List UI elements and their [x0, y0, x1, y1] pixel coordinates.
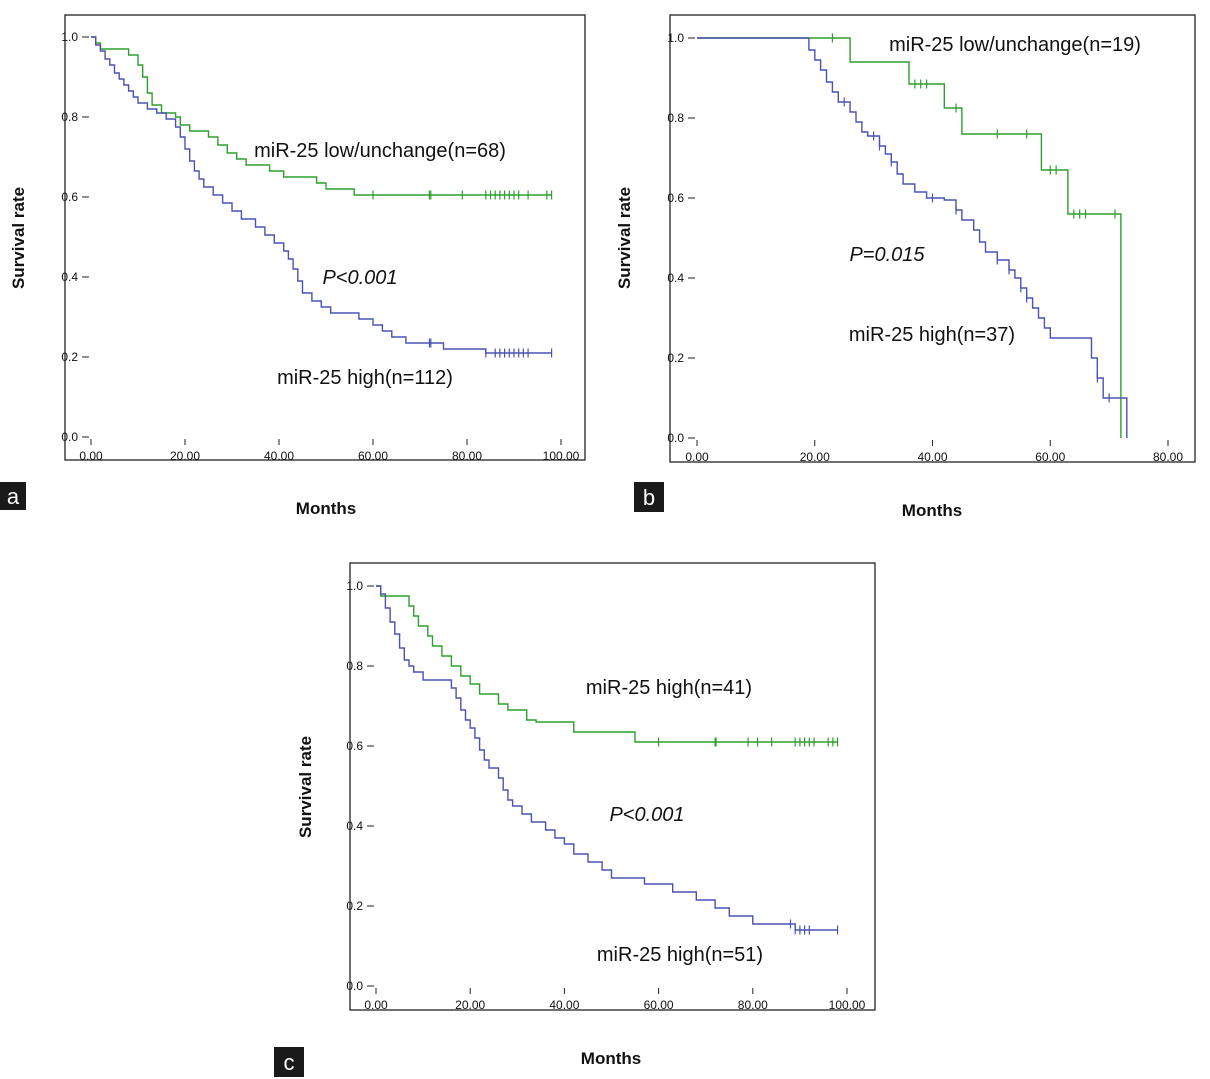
panel-a-y-tick-label: 0.6	[61, 190, 78, 204]
panel-a-x-tick-label: 80.00	[452, 449, 482, 463]
panel-c-x-axis-label: Months	[581, 1049, 641, 1068]
panel-c-annotation-upper: miR-25 high(n=41)	[586, 677, 752, 699]
panel-b-annotation-low: miR-25 low/unchange(n=19)	[889, 34, 1141, 56]
panel-a-x-tick-label: 100.00	[543, 449, 580, 463]
panel-b-series-green-curve	[697, 37, 1122, 438]
panel-a-annotation-low: miR-25 low/unchange(n=68)	[254, 140, 506, 162]
panel-b-ticks: 0.00 20.00 40.00 60.00 80.00 0.0 0.2 0.4 0.6 0.8 1…	[667, 31, 1183, 464]
panel-b-curves	[697, 33, 1128, 438]
panel-c-series-green-curve	[376, 585, 838, 743]
panel-c-y-tick-label: 0.0	[346, 979, 363, 993]
panel-b-x-tick-label: 60.00	[1035, 450, 1065, 464]
panel-b-series-blue-curve	[697, 37, 1128, 438]
panel-a-x-axis-label: Months	[296, 499, 356, 518]
panel-b-x-tick-label: 20.00	[800, 450, 830, 464]
panel-c: 0.00 20.00 40.00 60.00 80.00 100.00 0.0 0.2 0.4 0…	[274, 562, 876, 1077]
panel-b-x-tick-label: 80.00	[1153, 450, 1183, 464]
panel-a-curves	[91, 36, 553, 358]
panel-c-y-tick-label: 0.4	[346, 819, 363, 833]
panel-a-x-tick-label: 0.00	[79, 449, 103, 463]
panel-a-ticks: 0.00 20.00 40.00 60.00 80.00 100.00 0.0 0.2 0.4 0…	[61, 30, 579, 463]
panel-c-x-tick-label: 0.00	[364, 998, 388, 1012]
panel-a-plot-frame	[64, 14, 586, 461]
panel-b-y-tick-label: 0.6	[667, 191, 684, 205]
panel-a-y-tick-label: 0.4	[61, 270, 78, 284]
panel-c-label: c	[284, 1050, 295, 1075]
panel-b-x-axis-label: Months	[902, 501, 962, 520]
panel-c-x-tick-label: 20.00	[455, 998, 485, 1012]
panel-c-y-tick-label: 0.2	[346, 899, 363, 913]
panel-b-y-axis-label: Survival rate	[615, 187, 634, 289]
panel-c-curves	[376, 585, 839, 935]
panel-b-plot-frame	[669, 14, 1196, 463]
panel-c-annotation-lower: miR-25 high(n=51)	[597, 944, 763, 966]
panel-b-annotation-pvalue: P=0.015	[849, 244, 925, 266]
panel-c-annotation-pvalue: P<0.001	[609, 804, 684, 826]
panel-b-y-tick-label: 0.0	[667, 431, 684, 445]
panel-c-x-tick-label: 80.00	[738, 998, 768, 1012]
panel-a-y-tick-label: 0.2	[61, 350, 78, 364]
panel-c-plot-frame	[349, 562, 876, 1011]
panel-c-x-tick-label: 100.00	[829, 998, 866, 1012]
panel-c-y-axis-label: Survival rate	[296, 736, 315, 838]
panel-a-label-box	[0, 482, 26, 510]
panel-b: 0.00 20.00 40.00 60.00 80.00 0.0 0.2 0.4 0.6 0.8 1…	[615, 14, 1196, 520]
panel-a-label: a	[7, 484, 20, 509]
panel-b-x-tick-label: 0.00	[685, 450, 709, 464]
panel-a-x-tick-label: 20.00	[170, 449, 200, 463]
panel-b-y-tick-label: 1.0	[667, 31, 684, 45]
panel-b-label-box	[634, 482, 664, 512]
panel-b-label: b	[643, 485, 655, 510]
panel-a-x-tick-label: 60.00	[358, 449, 388, 463]
panel-b-y-tick-label: 0.8	[667, 111, 684, 125]
panel-c-y-tick-label: 1.0	[346, 579, 363, 593]
panel-c-label-box	[274, 1047, 304, 1077]
panel-a-y-axis-label: Survival rate	[9, 187, 28, 289]
panel-c-x-tick-label: 40.00	[549, 998, 579, 1012]
panel-b-annotation-high: miR-25 high(n=37)	[849, 324, 1015, 346]
panel-b-y-tick-label: 0.2	[667, 351, 684, 365]
panel-a-annotation-pvalue: P<0.001	[322, 267, 397, 289]
panel-c-x-tick-label: 60.00	[644, 998, 674, 1012]
panel-a-series-blue-curve	[91, 36, 552, 354]
panel-c-series-blue-curve	[376, 585, 838, 931]
panel-c-ticks: 0.00 20.00 40.00 60.00 80.00 100.00 0.0 0.2 0.4 0…	[346, 579, 865, 1012]
panel-a-y-tick-label: 0.8	[61, 110, 78, 124]
panel-a-series-green-curve	[91, 36, 552, 196]
panel-a-x-tick-label: 40.00	[264, 449, 294, 463]
panel-b-x-tick-label: 40.00	[917, 450, 947, 464]
panel-c-y-tick-label: 0.6	[346, 739, 363, 753]
panel-c-y-tick-label: 0.8	[346, 659, 363, 673]
panel-a-y-tick-label: 0.0	[61, 430, 78, 444]
panel-b-y-tick-label: 0.4	[667, 271, 684, 285]
panel-a-annotation-high: miR-25 high(n=112)	[277, 367, 453, 389]
panel-a: 0.00 20.00 40.00 60.00 80.00 100.00 0.0 0.2 0.4 0…	[0, 14, 586, 518]
panel-a-y-tick-label: 1.0	[61, 30, 78, 44]
